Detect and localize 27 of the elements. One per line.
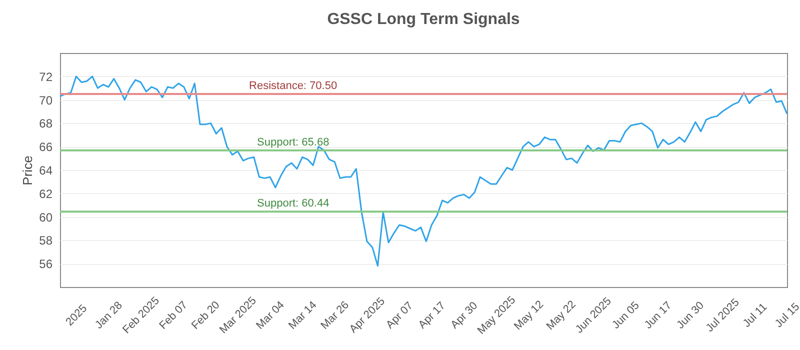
x-tick-label: Apr 17 [416,300,448,332]
y-tick-label: 68 [39,116,53,131]
ref-line-label: Support: 60.44 [257,198,330,210]
y-tick-label: 56 [39,257,53,272]
y-axis-title: Price [20,156,36,186]
x-tick-label: Apr 07 [384,300,416,332]
y-tick-label: 62 [39,186,53,201]
y-tick-label: 64 [39,164,53,178]
x-tick-label: Mar 14 [286,299,320,332]
x-tick-label: Jul 15 [772,300,800,330]
x-tick-label: Mar 26 [318,299,352,332]
ref-line-label: Resistance: 70.50 [249,80,338,92]
x-tick-label: Jul 11 [740,301,770,330]
y-tick-label: 66 [39,140,53,154]
y-tick-label: 58 [39,234,53,248]
ref-line-label: Support: 65.68 [257,136,330,148]
x-tick-label: May 22 [544,298,578,332]
y-tick-label: 60 [39,210,53,224]
x-tick-label: Jun 05 [610,300,642,332]
x-tick-label: Feb 07 [157,299,190,332]
x-tick-label: Mar 04 [254,299,287,332]
chart-title: GSSC Long Term Signals [327,11,520,28]
y-tick-label: 72 [39,70,53,84]
x-tick-label: Jun 30 [674,300,706,332]
x-tick-label: Jun 17 [642,300,674,332]
line-series [59,76,788,267]
y-tick-label: 70 [39,93,53,108]
